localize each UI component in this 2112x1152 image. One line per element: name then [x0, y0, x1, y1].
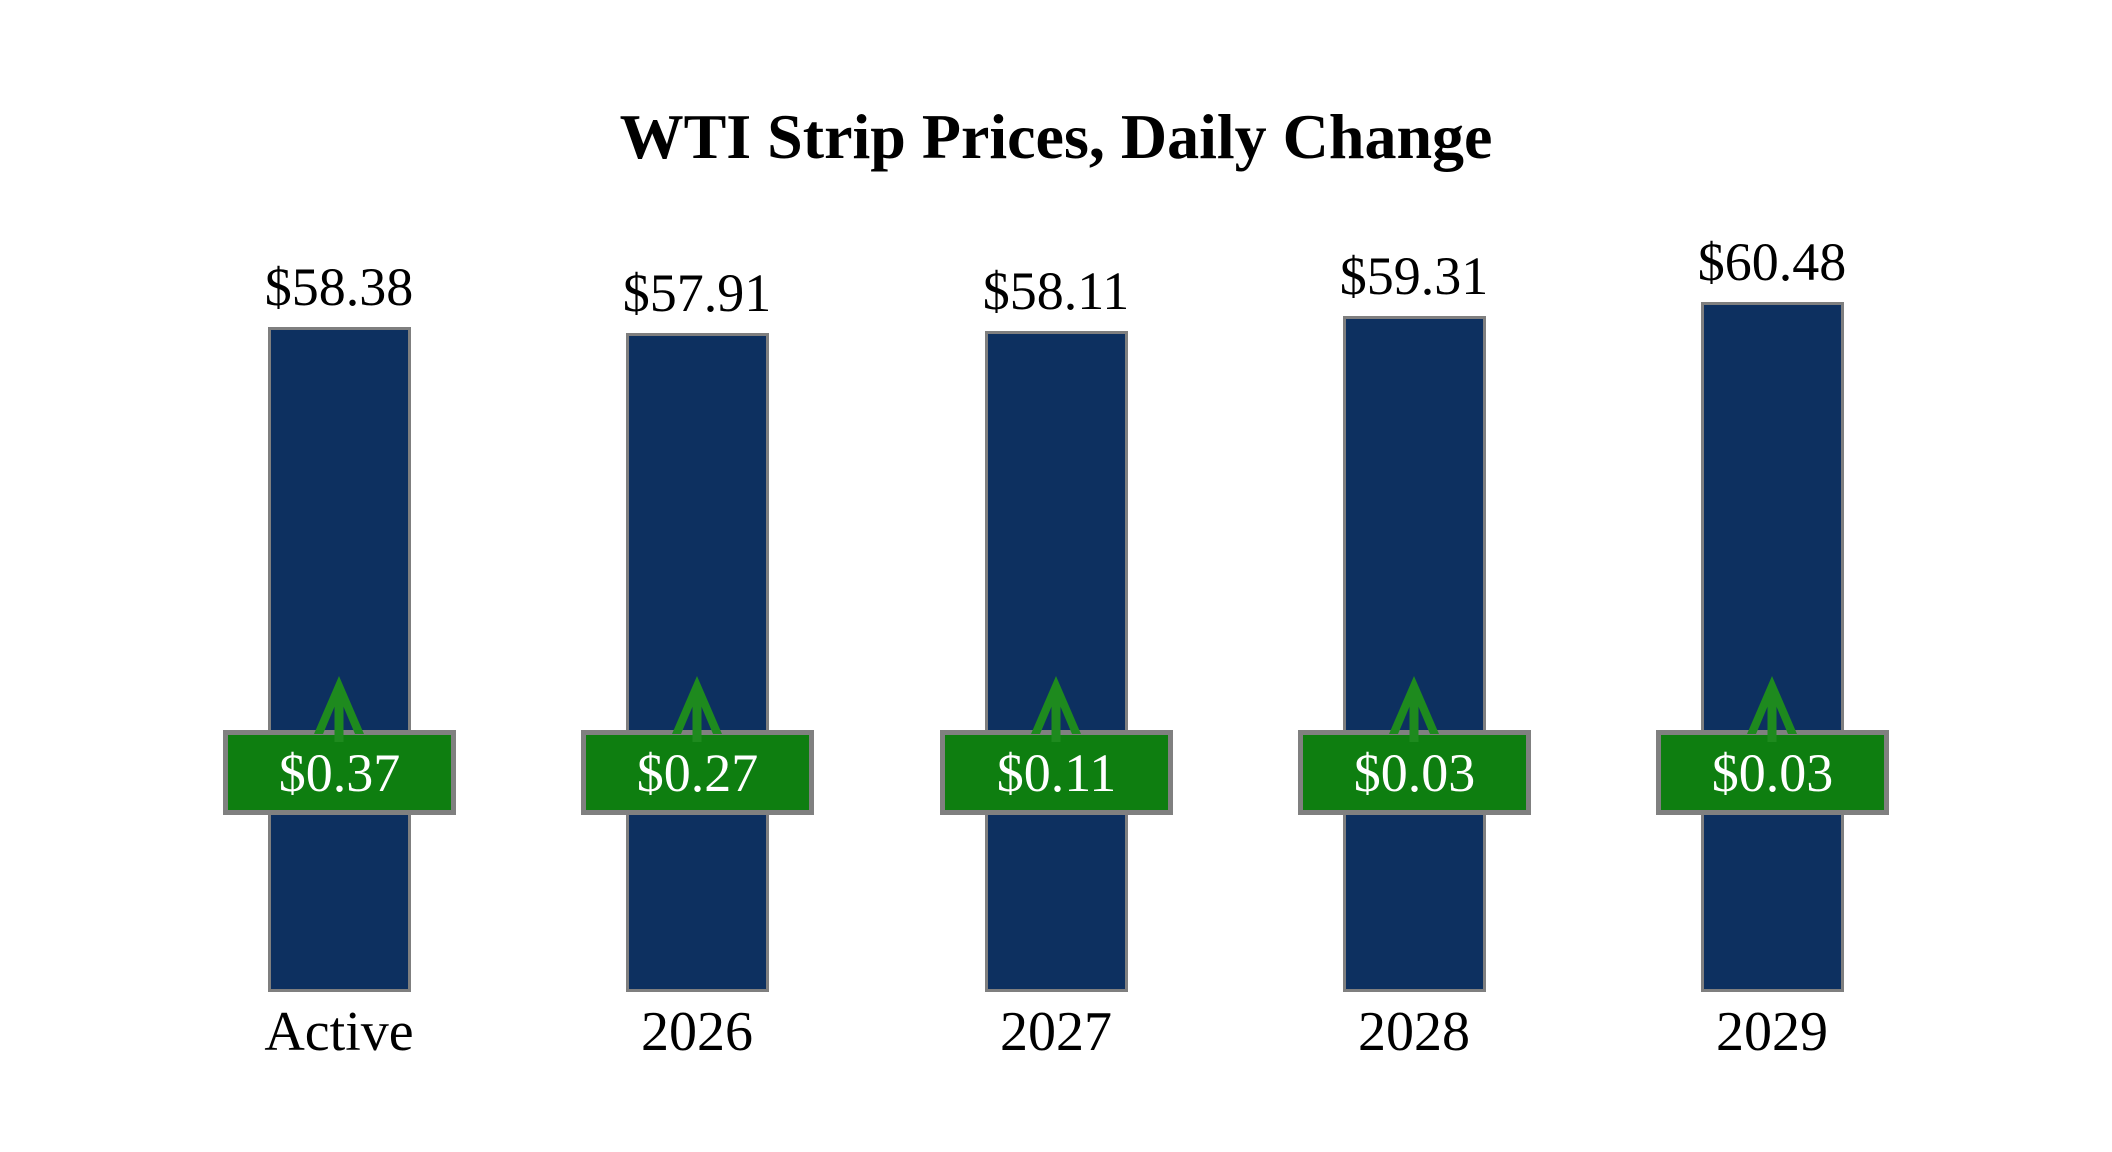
- bar-column: $58.38 $0.37 Active: [159, 0, 519, 1152]
- change-value: $0.37: [278, 742, 401, 803]
- up-arrow-icon: [672, 676, 722, 742]
- category-label: Active: [264, 1001, 414, 1063]
- up-arrow-icon: [314, 676, 364, 742]
- price-label: $58.11: [982, 261, 1130, 321]
- up-arrow-icon: [1747, 676, 1797, 742]
- change-value: $0.11: [996, 742, 1117, 803]
- change-value: $0.03: [1711, 742, 1834, 803]
- change-value: $0.03: [1353, 742, 1476, 803]
- category-label: 2028: [1358, 1001, 1470, 1063]
- bar-column: $60.48 $0.03 2029: [1592, 0, 1952, 1152]
- chart-title: WTI Strip Prices, Daily Change: [619, 101, 1493, 172]
- change-badge: $0.03: [1656, 730, 1889, 815]
- category-label: 2029: [1716, 1001, 1828, 1063]
- price-bar: [268, 327, 411, 992]
- category-label: 2026: [641, 1001, 753, 1063]
- price-label: $60.48: [1697, 232, 1847, 292]
- price-label: $57.91: [622, 263, 772, 323]
- price-bar: [985, 331, 1128, 992]
- up-arrow-icon: [1389, 676, 1439, 742]
- price-bar: [1343, 316, 1486, 992]
- category-label: 2027: [1000, 1001, 1112, 1063]
- change-badge: $0.03: [1298, 730, 1531, 815]
- up-arrow-icon: [1031, 676, 1081, 742]
- change-badge: $0.37: [223, 730, 456, 815]
- price-bar: [1701, 302, 1844, 992]
- price-bar: [626, 333, 769, 992]
- price-label: $59.31: [1339, 246, 1489, 306]
- bar-column: $57.91 $0.27 2026: [517, 0, 877, 1152]
- price-label: $58.38: [264, 257, 414, 317]
- bar-column: $58.11 $0.11 2027: [876, 0, 1236, 1152]
- bar-column: $59.31 $0.03 2028: [1234, 0, 1594, 1152]
- change-badge: $0.11: [940, 730, 1173, 815]
- change-badge: $0.27: [581, 730, 814, 815]
- change-value: $0.27: [636, 742, 759, 803]
